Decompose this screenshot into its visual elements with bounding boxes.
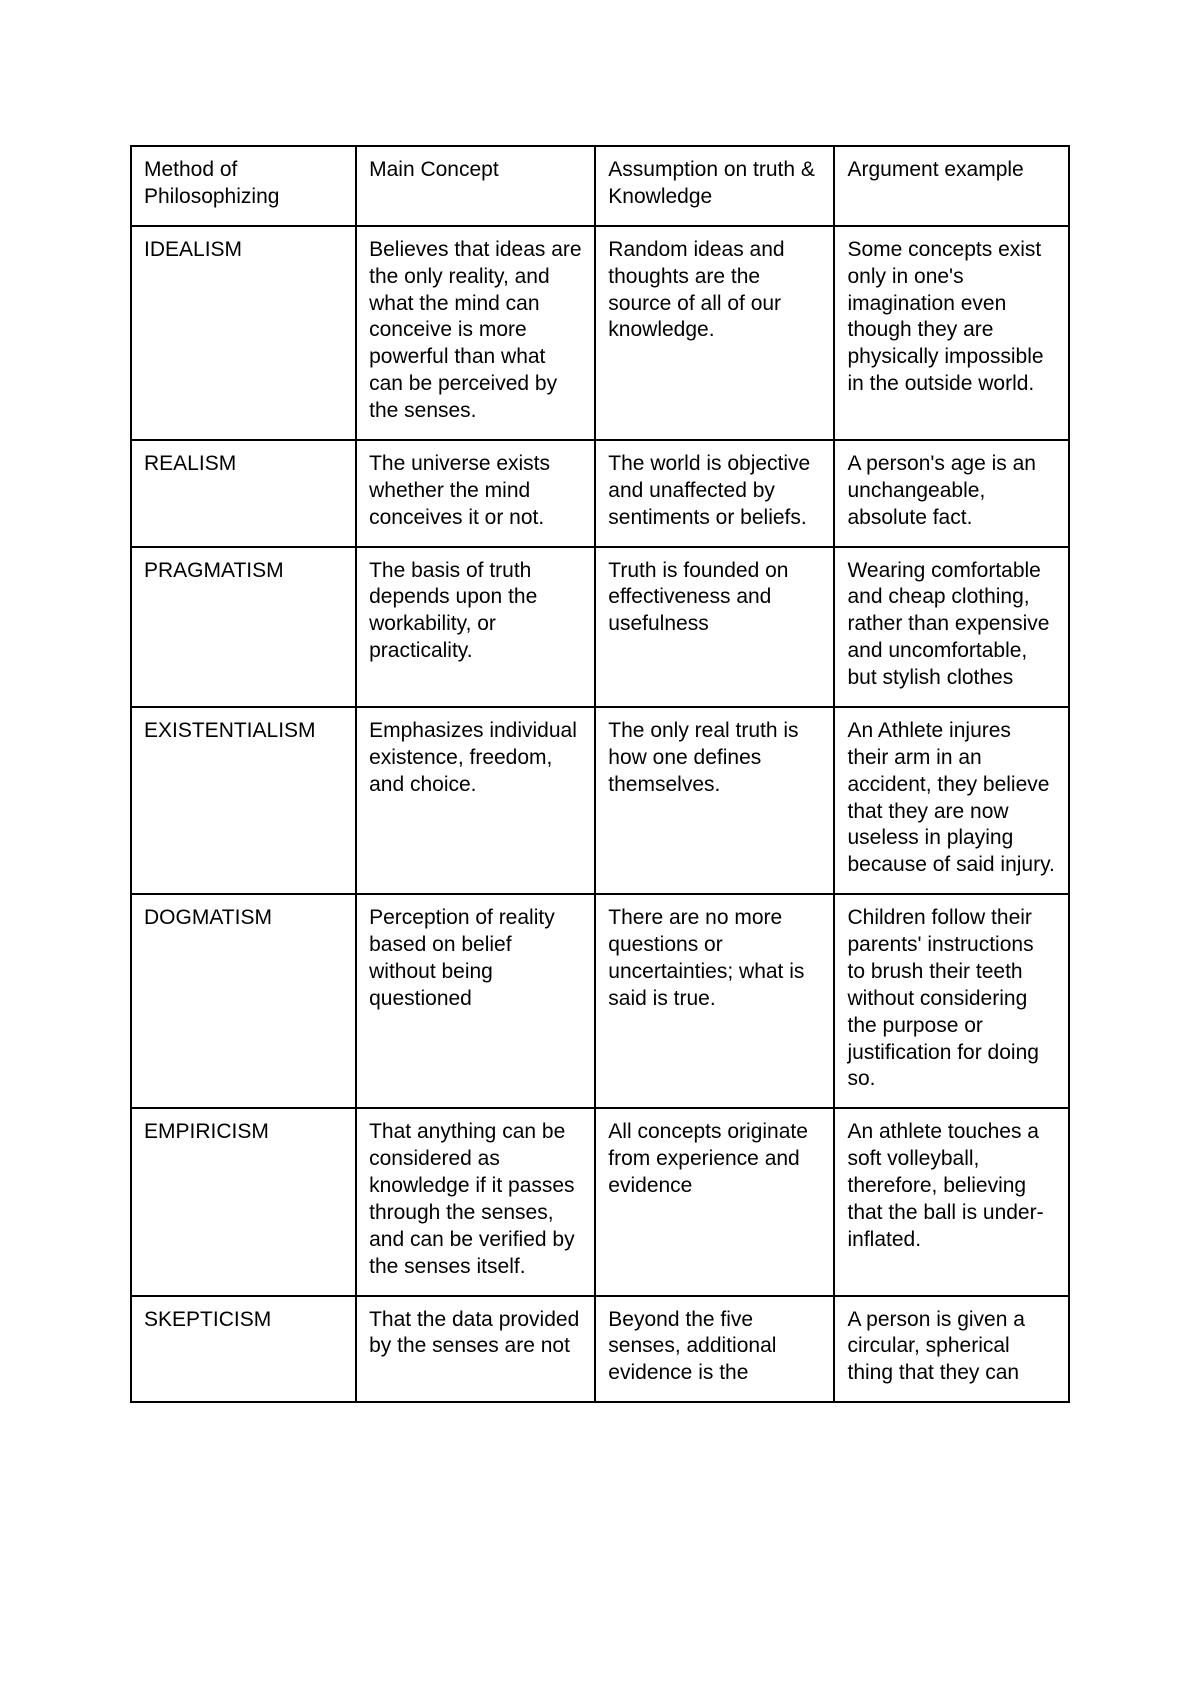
cell-assumption: Truth is founded on effectiveness and us… [595, 547, 834, 707]
cell-example: An athlete touches a soft volleyball, th… [834, 1108, 1069, 1295]
cell-method: SKEPTICISM [131, 1296, 356, 1403]
cell-method: EMPIRICISM [131, 1108, 356, 1295]
table-row: REALISM The universe exists whether the … [131, 440, 1069, 547]
header-method: Method of Philosophizing [131, 146, 356, 226]
cell-concept: That the data provided by the senses are… [356, 1296, 595, 1403]
cell-example: Wearing comfortable and cheap clothing, … [834, 547, 1069, 707]
cell-assumption: The only real truth is how one defines t… [595, 707, 834, 894]
cell-concept: The basis of truth depends upon the work… [356, 547, 595, 707]
cell-example: An Athlete injures their arm in an accid… [834, 707, 1069, 894]
cell-example: Some concepts exist only in one's imagin… [834, 226, 1069, 440]
header-assumption: Assumption on truth & Knowledge [595, 146, 834, 226]
cell-example: A person's age is an unchangeable, absol… [834, 440, 1069, 547]
cell-concept: The universe exists whether the mind con… [356, 440, 595, 547]
cell-assumption: All concepts originate from experience a… [595, 1108, 834, 1295]
cell-method: DOGMATISM [131, 894, 356, 1108]
table-row: EMPIRICISM That anything can be consider… [131, 1108, 1069, 1295]
cell-assumption: Beyond the five senses, additional evide… [595, 1296, 834, 1403]
cell-assumption: Random ideas and thoughts are the source… [595, 226, 834, 440]
table-row: DOGMATISM Perception of reality based on… [131, 894, 1069, 1108]
cell-assumption: The world is objective and unaffected by… [595, 440, 834, 547]
header-concept: Main Concept [356, 146, 595, 226]
table-row: SKEPTICISM That the data provided by the… [131, 1296, 1069, 1403]
header-example: Argument example [834, 146, 1069, 226]
table-row: IDEALISM Believes that ideas are the onl… [131, 226, 1069, 440]
cell-method: IDEALISM [131, 226, 356, 440]
table-header-row: Method of Philosophizing Main Concept As… [131, 146, 1069, 226]
cell-assumption: There are no more questions or uncertain… [595, 894, 834, 1108]
table-row: PRAGMATISM The basis of truth depends up… [131, 547, 1069, 707]
table-body: Method of Philosophizing Main Concept As… [131, 146, 1069, 1402]
cell-concept: Emphasizes individual existence, freedom… [356, 707, 595, 894]
cell-method: EXISTENTIALISM [131, 707, 356, 894]
cell-concept: Believes that ideas are the only reality… [356, 226, 595, 440]
cell-example: Children follow their parents' instructi… [834, 894, 1069, 1108]
cell-concept: Perception of reality based on belief wi… [356, 894, 595, 1108]
table-row: EXISTENTIALISM Emphasizes individual exi… [131, 707, 1069, 894]
cell-method: PRAGMATISM [131, 547, 356, 707]
cell-method: REALISM [131, 440, 356, 547]
document-page: Method of Philosophizing Main Concept As… [0, 0, 1200, 1695]
cell-example: A person is given a circular, spherical … [834, 1296, 1069, 1403]
philosophy-table: Method of Philosophizing Main Concept As… [130, 145, 1070, 1403]
cell-concept: That anything can be considered as knowl… [356, 1108, 595, 1295]
